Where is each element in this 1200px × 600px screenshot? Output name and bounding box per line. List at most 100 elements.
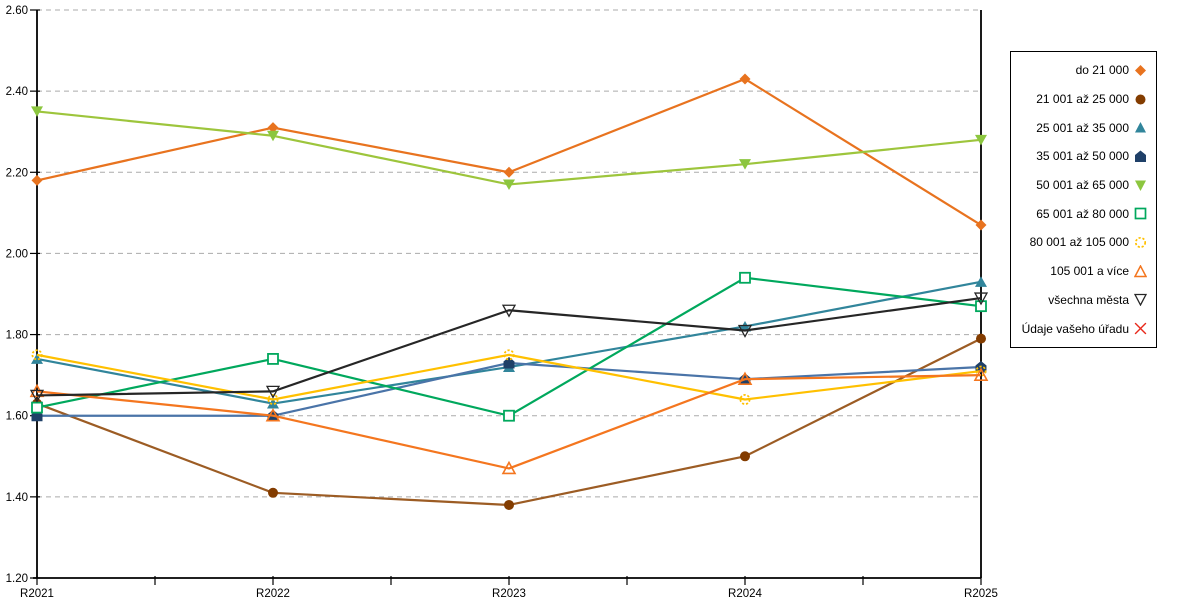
glyph [1135, 180, 1146, 191]
marker-square-open [975, 300, 987, 313]
marker-circle-open [739, 393, 751, 405]
marker-triangle-down [503, 179, 515, 190]
glyph [1134, 207, 1147, 220]
y-tick-label: 1.60 [6, 411, 28, 423]
y-tick-label: 1.20 [6, 573, 28, 585]
marker-triangle-up [975, 276, 987, 287]
legend-label: Údaje vašeho úřadu [1021, 321, 1129, 336]
y-tick-label: 2.00 [6, 248, 28, 260]
glyph [1134, 294, 1147, 307]
legend-swatch-x-icon [1134, 322, 1147, 335]
legend-swatch-triangle-down-filled-icon [1135, 180, 1146, 191]
marker-triangle-up-open [737, 371, 753, 386]
x-tick-label: R2025 [964, 588, 998, 600]
series-line-8 [36, 374, 982, 470]
marker-circle [268, 487, 278, 498]
y-tick-label: 2.40 [6, 86, 28, 98]
glyph [1135, 150, 1146, 162]
marker-square-open [31, 401, 43, 414]
series-line-6 [36, 276, 982, 417]
legend-label: 21 001 až 25 000 [1036, 92, 1129, 107]
marker-triangle-down [31, 106, 43, 117]
legend-label: 25 001 až 35 000 [1036, 120, 1129, 135]
legend-item: do 21 000 [1011, 58, 1156, 82]
legend-item: Údaje vašeho úřadu [1011, 317, 1156, 341]
marker-circle-open [975, 365, 987, 377]
series-line-3 [36, 280, 982, 405]
marker-triangle-down [739, 159, 751, 170]
glyph [1135, 122, 1146, 133]
legend-item: 80 001 až 105 000 [1011, 230, 1156, 254]
legend-label: 65 001 až 80 000 [1036, 206, 1129, 221]
marker-circle-open [503, 349, 515, 361]
legend-item: 35 001 až 50 000 [1011, 144, 1156, 168]
glyph [1135, 64, 1146, 76]
legend-label: 105 001 a více [1050, 264, 1129, 279]
marker-diamond [739, 73, 751, 85]
glyph [1135, 94, 1146, 105]
marker-triangle-up-open [501, 460, 517, 475]
legend-item: 50 001 až 65 000 [1011, 173, 1156, 197]
legend-item: 25 001 až 35 000 [1011, 116, 1156, 140]
series-line-9 [36, 296, 982, 397]
y-tick-label: 2.20 [6, 167, 28, 179]
marker-triangle-down-open [265, 385, 281, 399]
marker-circle-open [31, 349, 43, 361]
series-line-1 [36, 77, 982, 226]
legend-label: 35 001 až 50 000 [1036, 149, 1129, 164]
legend-swatch-circle-filled-icon [1135, 94, 1146, 105]
marker-triangle-up [739, 320, 751, 332]
marker-diamond [267, 122, 279, 134]
x-tick-label: R2021 [20, 588, 54, 600]
legend-item: 21 001 až 25 000 [1011, 87, 1156, 111]
marker-triangle-down-open [973, 292, 989, 306]
marker-diamond [503, 166, 515, 178]
marker-square-open [267, 353, 279, 365]
legend-swatch-diamond-filled-icon [1135, 64, 1146, 76]
glyph [1134, 236, 1147, 249]
legend-item: 65 001 až 80 000 [1011, 202, 1156, 226]
legend-swatch-triangle-up-open-icon [1134, 264, 1147, 277]
marker-triangle-down-open [501, 304, 517, 318]
marker-triangle-down [267, 130, 279, 142]
glyph [1134, 322, 1147, 335]
marker-circle [504, 499, 514, 510]
legend-label: do 21 000 [1075, 63, 1129, 78]
glyph [1134, 264, 1147, 277]
marker-triangle-down-open [29, 389, 45, 403]
marker-square-open [739, 271, 751, 284]
marker-diamond [31, 174, 43, 186]
marker-triangle-up-open [973, 367, 989, 381]
legend-swatch-circle-open-dashed-icon [1134, 236, 1147, 249]
legend-swatch-triangle-up-filled-icon [1135, 122, 1146, 133]
legend-item: 105 001 a více [1011, 259, 1156, 283]
legend-label: všechna města [1048, 292, 1129, 307]
marker-circle-open [267, 393, 279, 405]
x-tick-label: R2024 [728, 588, 762, 600]
marker-triangle-up [267, 398, 279, 409]
marker-diamond [975, 219, 987, 231]
legend-swatch-pentagon-filled-icon [1135, 150, 1146, 162]
marker-circle [740, 451, 750, 462]
marker-square-open [503, 409, 515, 422]
chart-legend: do 21 000 21 001 až 25 000 25 001 až 35 00… [1010, 51, 1157, 348]
series-line-7 [36, 353, 982, 401]
legend-label: 80 001 až 105 000 [1029, 235, 1129, 250]
marker-triangle-down-open [737, 324, 753, 338]
y-tick-label: 1.40 [6, 492, 28, 504]
legend-swatch-triangle-down-open-icon [1134, 294, 1147, 307]
legend-label: 50 001 až 65 000 [1036, 178, 1129, 193]
marker-pentagon [503, 356, 515, 369]
marker-triangle-up [31, 353, 43, 364]
y-tick-label: 1.80 [6, 330, 28, 342]
x-tick-label: R2023 [492, 588, 526, 600]
marker-triangle-up-open [265, 408, 281, 422]
legend-swatch-square-open-icon [1134, 207, 1147, 220]
legend-item: všechna města [1011, 288, 1156, 312]
marker-circle [976, 333, 986, 344]
x-tick-label: R2022 [256, 588, 290, 600]
y-tick-label: 2.60 [6, 5, 28, 17]
marker-triangle-down [975, 134, 987, 146]
